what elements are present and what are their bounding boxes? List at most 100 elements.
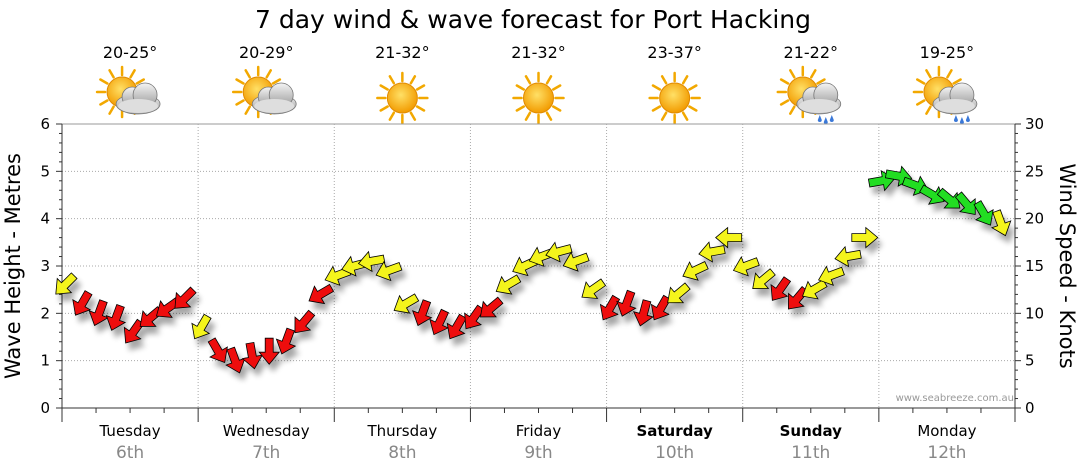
- sun-ray: [515, 105, 526, 112]
- day-name-label: Tuesday: [99, 422, 161, 440]
- day-name-label: Sunday: [780, 422, 843, 440]
- cloud-shape: [115, 82, 161, 115]
- sun-ray: [271, 78, 282, 85]
- wind-arrow: [545, 241, 573, 263]
- wind-arrow: [393, 293, 420, 314]
- sun-ray: [551, 84, 562, 91]
- wind-arrow: [308, 283, 335, 305]
- sun-ray: [925, 69, 932, 79]
- sunny-icon: [512, 71, 565, 125]
- temperature-row: 20-25° 20-29° 21-32° 21-32° 23-37° 21-22° 19-2…: [103, 43, 974, 62]
- wind-arrows: [55, 165, 1012, 374]
- sun-ray: [545, 111, 553, 121]
- temperature-label: 21-32°: [375, 43, 430, 62]
- wind-arrow: [667, 282, 691, 304]
- wind-arrow: [752, 268, 776, 289]
- wind-arrow: [991, 209, 1012, 237]
- y-tick-label-left: 6: [40, 115, 50, 133]
- wind-arrow: [429, 308, 450, 336]
- wind-arrow: [72, 290, 93, 316]
- sun-ray: [415, 105, 426, 112]
- sun-ray: [388, 111, 396, 121]
- sun-ray: [388, 75, 396, 85]
- temperature-label: 21-32°: [511, 43, 566, 62]
- y-tick-label-right: 0: [1025, 399, 1035, 417]
- rain-drop: [959, 117, 964, 124]
- wind-arrow: [241, 341, 263, 370]
- wind-arrow: [732, 256, 760, 277]
- wind-arrow: [562, 251, 590, 272]
- sun-ray: [651, 84, 662, 91]
- y-tick-label-right: 25: [1025, 162, 1044, 180]
- wind-arrow: [446, 313, 467, 340]
- cloud-shape: [932, 82, 978, 115]
- wind-arrow: [123, 318, 145, 344]
- wind-arrow: [258, 337, 281, 365]
- sun-ray: [688, 105, 698, 112]
- weather-icons-row: [95, 65, 978, 125]
- showers-icon: [776, 65, 842, 124]
- partly-cloudy-icon: [95, 65, 161, 119]
- day-date-label: 9th: [524, 443, 552, 463]
- wind-arrow: [650, 294, 672, 321]
- rain-drop: [829, 115, 834, 122]
- day-date-label: 8th: [388, 443, 416, 463]
- y-axis-left-title: Wave Height - Metres: [1, 153, 25, 379]
- temperature-label: 21-22°: [784, 43, 839, 62]
- temperature-label: 20-25°: [103, 43, 158, 62]
- credit-label: www.seabreeze.com.au: [896, 393, 1014, 404]
- temperature-label: 20-29°: [239, 43, 294, 62]
- wind-arrow: [207, 337, 228, 363]
- cloud-base: [118, 99, 159, 113]
- wind-arrow: [632, 299, 654, 327]
- y-tick-label-right: 15: [1025, 257, 1044, 275]
- day-date-label: 11th: [791, 443, 830, 463]
- sun-ray: [99, 78, 109, 85]
- wind-arrow: [770, 276, 792, 301]
- sunny-icon: [376, 71, 429, 125]
- sun-ray: [524, 75, 532, 85]
- sun-ray: [779, 78, 790, 85]
- rain-drop: [953, 115, 958, 122]
- sun-ray: [379, 105, 389, 112]
- sun-ray: [108, 105, 115, 115]
- sun-ray: [99, 99, 109, 106]
- sun-ray: [409, 75, 417, 85]
- day-date-label: 12th: [927, 443, 966, 463]
- sun-disc: [386, 82, 418, 114]
- sun-ray: [789, 105, 796, 115]
- sun-ray: [952, 78, 962, 85]
- sunny-icon: [648, 71, 701, 125]
- wind-arrow: [973, 200, 994, 226]
- cloud-shape: [251, 82, 297, 115]
- sun-ray: [415, 84, 426, 91]
- sun-ray: [779, 99, 790, 106]
- y-tick-label-right: 20: [1025, 210, 1044, 228]
- day-labels: Tuesday 6th Wednesday 7th Thursday 8th Friday 9…: [99, 422, 977, 463]
- wind-arrow: [495, 274, 522, 295]
- wind-arrow: [698, 241, 726, 263]
- cloud-base: [934, 99, 975, 113]
- chart-axes: [56, 123, 1021, 422]
- y-tick-label-right: 30: [1025, 115, 1044, 133]
- day-name-label: Monday: [917, 422, 976, 440]
- sun-ray: [688, 84, 698, 91]
- y-tick-label-right: 5: [1025, 352, 1035, 370]
- wind-arrow: [357, 250, 386, 273]
- sun-ray: [925, 105, 932, 115]
- sun-ray: [651, 105, 662, 112]
- wind-arrow: [616, 289, 637, 317]
- y-tick-label-left: 3: [40, 257, 50, 275]
- cloud-shape: [796, 82, 842, 115]
- wind-arrow: [715, 226, 743, 249]
- wind-arrow: [275, 327, 297, 355]
- y-ticks-left: 0 1 2 3 4 5 6: [40, 115, 50, 417]
- sun-ray: [108, 69, 115, 79]
- sun-ray: [660, 111, 668, 121]
- temperature-label: 23-37°: [647, 43, 702, 62]
- y-tick-label-left: 4: [40, 210, 50, 228]
- day-name-label: Saturday: [636, 422, 713, 440]
- day-name-label: Wednesday: [223, 422, 310, 440]
- y-tick-label-left: 1: [40, 352, 50, 370]
- wind-arrow: [375, 260, 403, 282]
